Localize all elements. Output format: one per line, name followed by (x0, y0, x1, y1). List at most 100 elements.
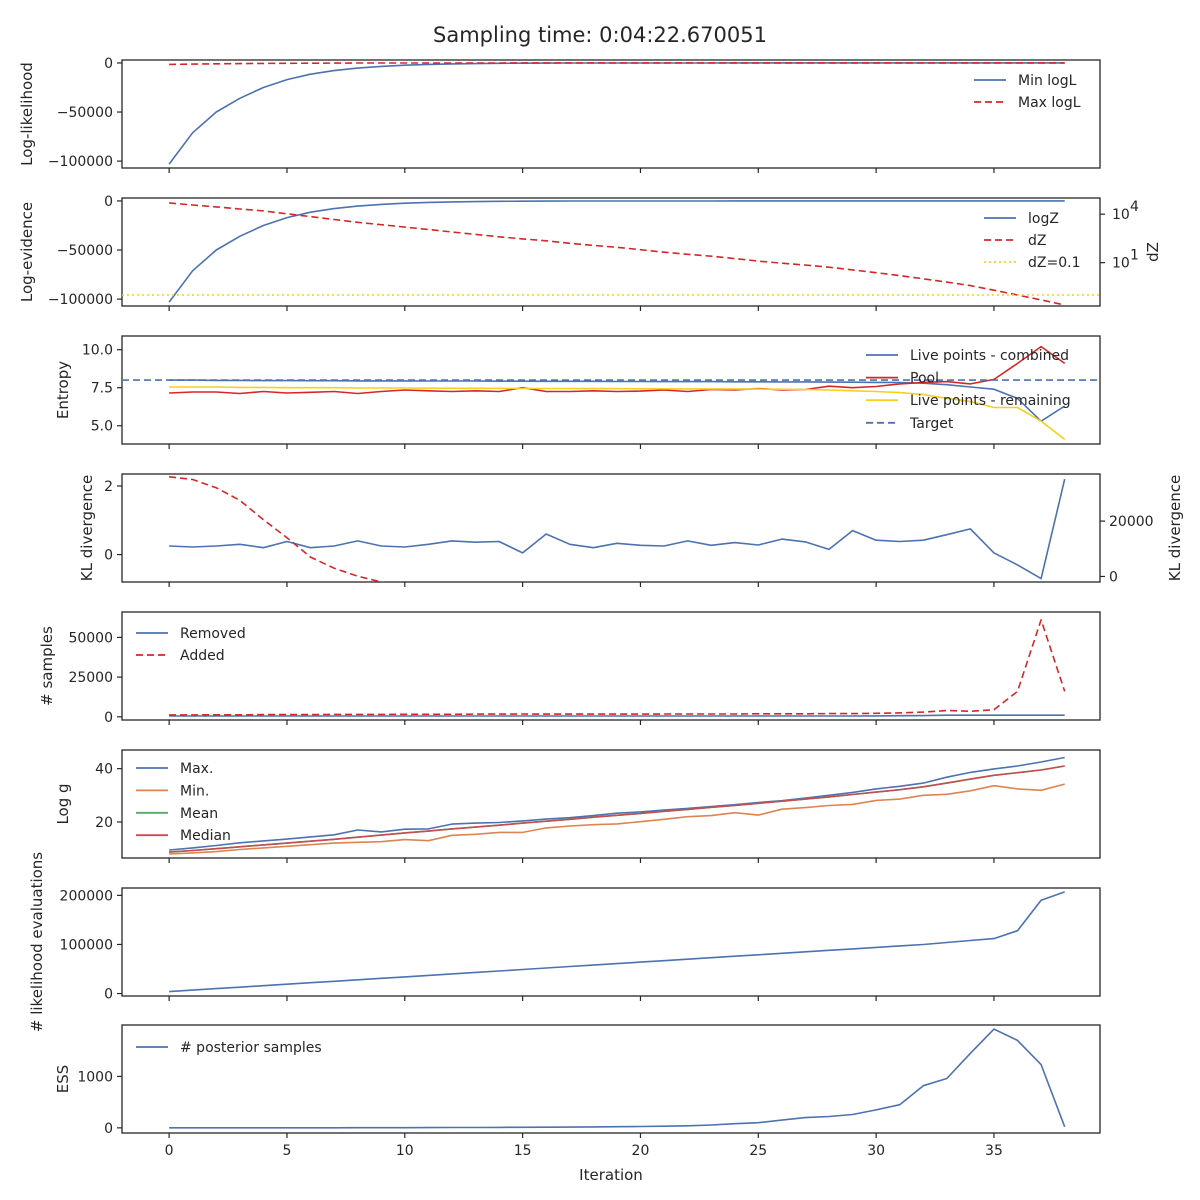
y2-tick-exponent: 4 (1130, 199, 1139, 215)
axes-frame (121, 611, 1101, 721)
y2-tick-exponent: 1 (1130, 248, 1139, 264)
legend-label: Target (909, 416, 954, 432)
legend-label: Min logL (1018, 73, 1077, 89)
y-tick-label: 0 (104, 1121, 113, 1137)
series-line-median (169, 765, 1065, 853)
y-tick-label: 25000 (68, 670, 113, 686)
y-tick-label: 5.0 (91, 419, 113, 435)
axes-frame (121, 1024, 1101, 1134)
y-tick-label: 200000 (60, 888, 113, 904)
y2-tick-label: 20000 (1109, 514, 1154, 530)
panel-7: 200000 100000 0 # likelihood evaluations (28, 852, 1101, 1032)
legend-label: Live points - remaining (910, 393, 1071, 409)
y-axis-label: # likelihood evaluations (28, 852, 46, 1032)
panel-4: 2 0 20000 0 KL divergence KL divergence (78, 473, 1184, 587)
panel-8: 0 5 10 15 20 25 30 35 1000 0 ESS # posterior sample… (54, 1024, 1101, 1159)
y2-axis-label: KL divergence (1166, 475, 1184, 581)
y2-tick-base: 10 (1112, 207, 1130, 223)
y-tick-label: 0 (104, 548, 113, 564)
y2-tick-label: 0 (1109, 569, 1118, 585)
axes-frame (121, 197, 1101, 307)
y-axis-label: KL divergence (78, 475, 96, 581)
y-tick-label: 10.0 (82, 343, 113, 359)
x-tick-label: 0 (165, 1143, 174, 1159)
y-tick-label: −100000 (48, 292, 113, 308)
series-line-removed (169, 714, 1065, 717)
series-line-live-points-remaining (169, 386, 1066, 441)
series-line--posterior-samples (169, 1028, 1066, 1129)
series-line-max-logl (169, 62, 1065, 66)
panel-1: 0 −50000 −100000 Log-likelihood Min logL Max … (18, 56, 1101, 173)
x-tick-label: 20 (632, 1143, 650, 1159)
y-axis-label: Log g (54, 783, 72, 824)
panel-3: 10.0 7.5 5.0 Entropy Live points - combined P… (54, 335, 1101, 449)
y-tick-label: 100000 (60, 937, 113, 953)
axes-frame (121, 887, 1101, 997)
axes-frame (121, 59, 1101, 169)
legend-label: Median (180, 828, 231, 844)
y-tick-label: 0 (104, 710, 113, 726)
series-line-1 (169, 478, 1066, 580)
legend: Max. Min. Mean Median (136, 761, 231, 844)
y-tick-label: 0 (104, 987, 113, 1003)
legend-label: Min. (180, 783, 209, 799)
legend: Min logL Max logL (974, 73, 1081, 111)
y-tick-label: −50000 (57, 243, 113, 259)
legend-label: Mean (180, 806, 218, 822)
legend-label: dZ=0.1 (1028, 255, 1080, 271)
y-axis-label: Log-likelihood (18, 62, 36, 166)
figure-title: Sampling time: 0:04:22.670051 (433, 23, 767, 47)
series-line-1 (169, 891, 1065, 993)
axes-frame (121, 749, 1101, 859)
x-axis-label: Iteration (579, 1166, 643, 1184)
y-tick-label: 1000 (77, 1069, 113, 1085)
y2-axis-label: dZ (1144, 242, 1162, 262)
legend: logZ dZ dZ=0.1 (984, 211, 1080, 271)
y-tick-label: 7.5 (91, 381, 113, 397)
x-tick-label: 5 (283, 1143, 292, 1159)
legend-label: logZ (1028, 211, 1059, 227)
y-axis-label: Log-evidence (18, 202, 36, 302)
x-tick-label: 15 (514, 1143, 532, 1159)
y-tick-label: 0 (104, 194, 113, 210)
series-line-pool (169, 345, 1066, 395)
y-tick-label: 20 (95, 815, 113, 831)
legend: # posterior samples (136, 1040, 322, 1056)
y2-tick-base: 10 (1112, 256, 1130, 272)
legend-label: # posterior samples (180, 1040, 322, 1056)
legend-label: Removed (180, 626, 246, 642)
x-tick-label: 10 (396, 1143, 414, 1159)
y-tick-label: 0 (104, 56, 113, 72)
legend-label: Max. (180, 761, 213, 777)
y-tick-label: 2 (104, 479, 113, 495)
series-line-logz (168, 200, 1065, 303)
x-tick-label: 25 (749, 1143, 767, 1159)
series-line-2 (169, 476, 386, 582)
series-line-min- (169, 783, 1065, 855)
y-axis-label: ESS (54, 1065, 72, 1094)
legend-label: dZ (1028, 233, 1046, 249)
series-line-mean (169, 765, 1065, 853)
panels: 0 −50000 −100000 Log-likelihood Min logL Max … (18, 56, 1184, 1159)
x-tick-label: 35 (985, 1143, 1003, 1159)
axes-frame (121, 473, 1101, 583)
legend-label: Pool (910, 371, 939, 387)
y-tick-label: 40 (95, 762, 113, 778)
y-tick-label: 50000 (68, 630, 113, 646)
legend-label: Max logL (1018, 95, 1081, 111)
panel-5: 50000 25000 0 # samples Removed Added (38, 611, 1101, 726)
legend-label: Live points - combined (910, 348, 1069, 364)
series-line-max- (169, 756, 1065, 851)
series-line-added (169, 619, 1066, 716)
y-axis-label: Entropy (54, 361, 72, 419)
legend: Removed Added (136, 626, 246, 664)
axes-frame (121, 335, 1101, 445)
legend: Live points - combined Pool Live points - … (866, 348, 1071, 432)
y-tick-label: −50000 (57, 105, 113, 121)
legend-label: Added (180, 648, 225, 664)
y-tick-label: −100000 (48, 154, 113, 170)
panel-6: 40 20 Log g Max. Min. Mean Median (54, 749, 1101, 863)
series-line-min-logl (168, 62, 1065, 165)
